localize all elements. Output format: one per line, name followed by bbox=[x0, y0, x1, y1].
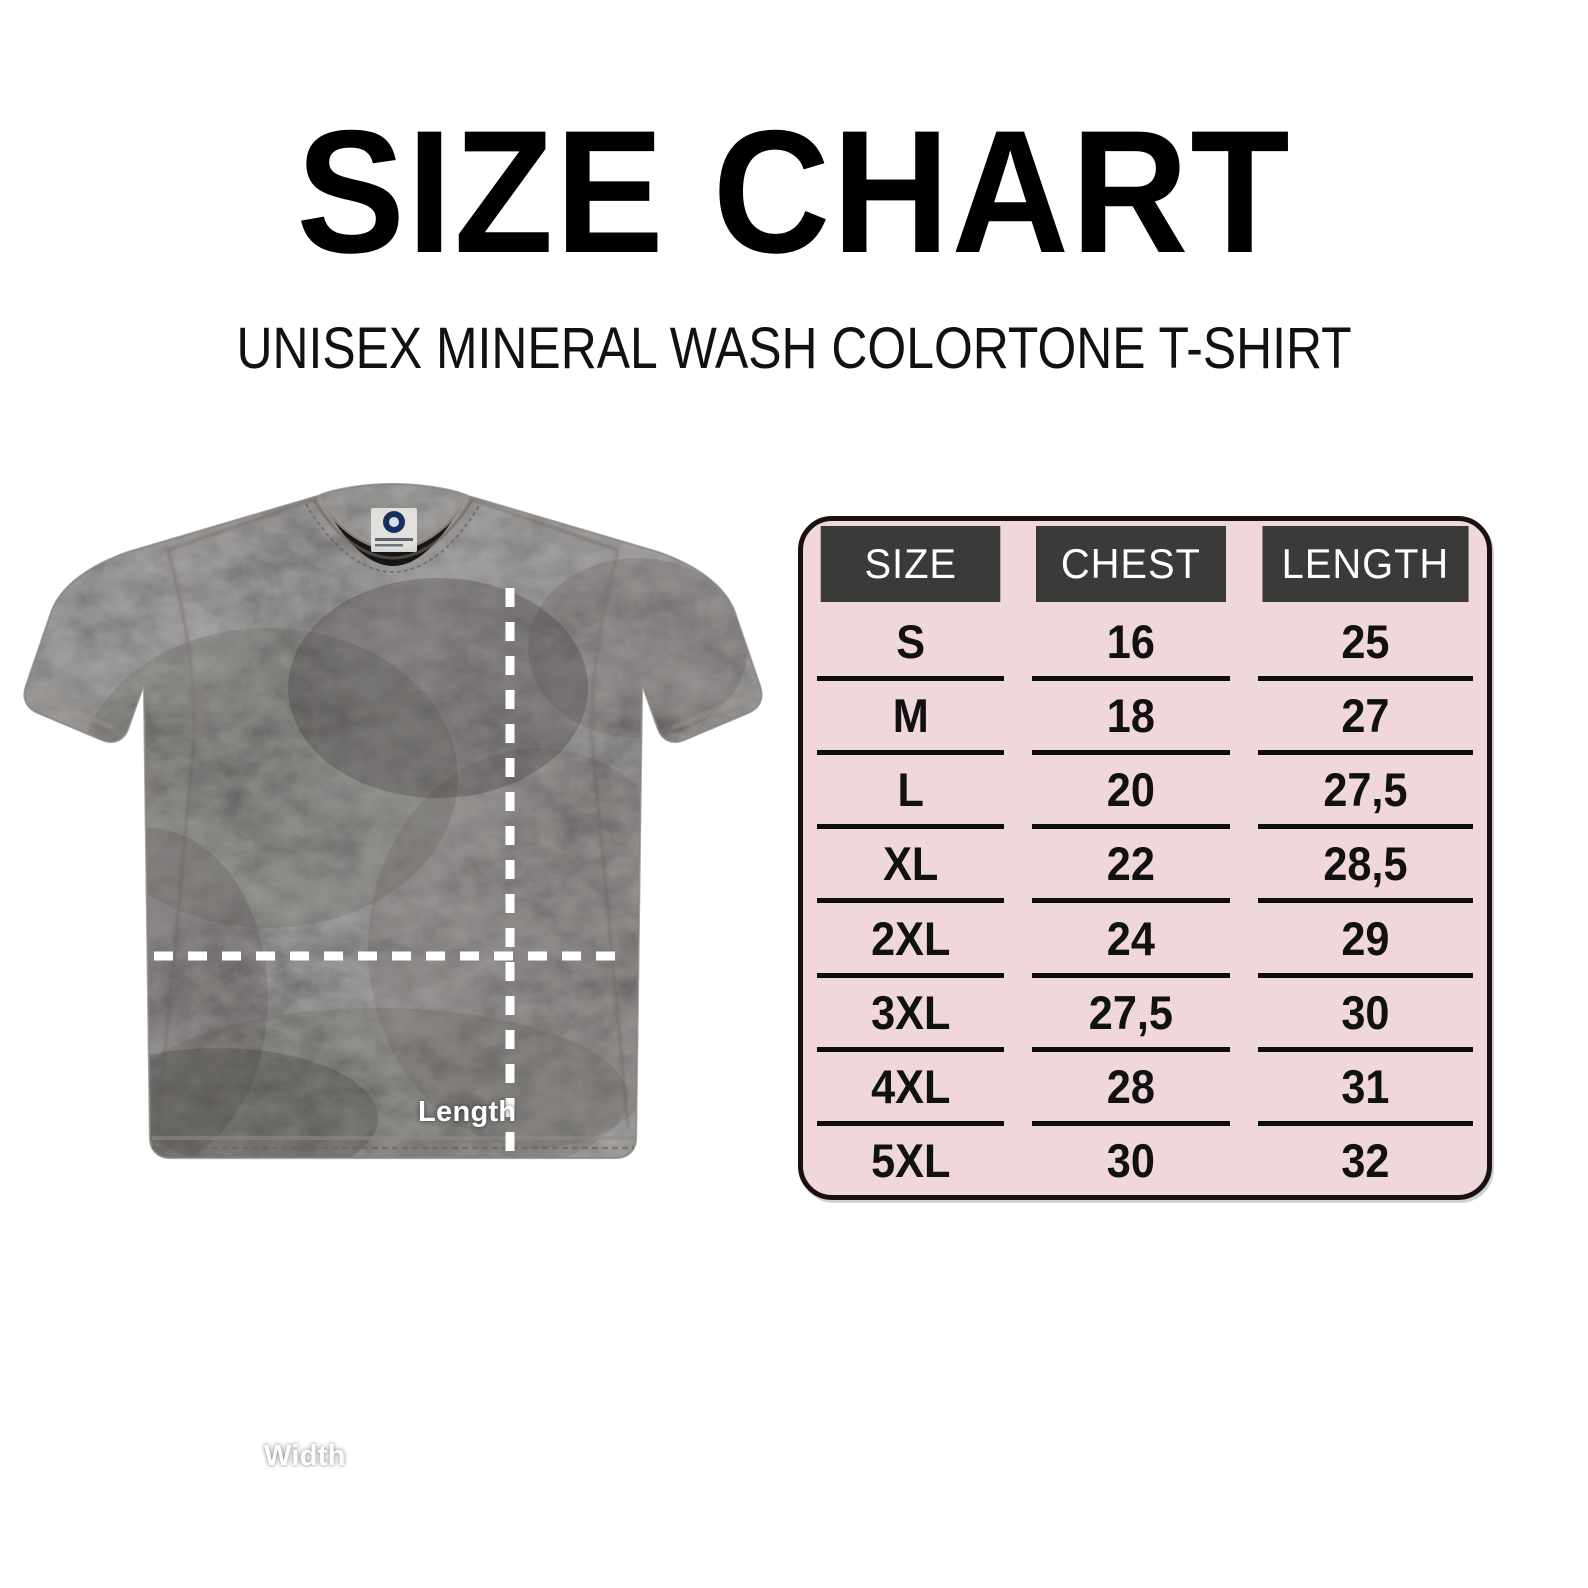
cell-size: 3XL bbox=[803, 975, 1018, 1049]
table-row: M 18 27 bbox=[803, 678, 1487, 752]
table-header-row: SIZE CHEST LENGTH bbox=[803, 521, 1487, 607]
cell-length: 32 bbox=[1244, 1123, 1487, 1195]
garment-figure-panel: Length Width bbox=[18, 478, 768, 1472]
size-table-header: SIZE CHEST LENGTH bbox=[803, 521, 1487, 607]
column-header-size: SIZE bbox=[803, 521, 1018, 607]
cell-chest: 30 bbox=[1018, 1123, 1244, 1195]
cell-chest: 16 bbox=[1107, 614, 1156, 668]
column-header-length-label: LENGTH bbox=[1262, 526, 1469, 602]
t-shirt-illustration bbox=[23, 482, 763, 1164]
cell-length: 31 bbox=[1244, 1049, 1487, 1123]
cell-chest: 27,5 bbox=[1018, 975, 1244, 1049]
table-row: S 16 25 bbox=[803, 607, 1487, 678]
cell-size: M bbox=[803, 678, 1018, 752]
size-table-body: S 16 25 M 18 27 L 20 27,5 XL 22 28,5 2XL bbox=[803, 607, 1487, 1195]
cell-length: 28,5 bbox=[1244, 826, 1487, 901]
cell-length: 30 bbox=[1244, 975, 1487, 1049]
table-row: 3XL 27,5 30 bbox=[803, 975, 1487, 1049]
cell-size: 2XL bbox=[803, 900, 1018, 975]
cell-size: 4XL bbox=[803, 1049, 1018, 1123]
cell-size: S bbox=[896, 614, 926, 668]
page-subtitle: UNISEX MINERAL WASH COLORTONE T-SHIRT bbox=[236, 316, 1352, 381]
table-row: 2XL 24 29 bbox=[803, 900, 1487, 975]
cell-length: 29 bbox=[1244, 900, 1487, 975]
size-table-panel: SIZE CHEST LENGTH S 16 25 M 18 27 bbox=[798, 516, 1492, 1200]
width-measure-label: Width bbox=[264, 1440, 346, 1472]
shirt-body bbox=[24, 484, 762, 1158]
cell-chest: 18 bbox=[1018, 678, 1244, 752]
cell-chest: 22 bbox=[1018, 826, 1244, 901]
cell-size: L bbox=[803, 752, 1018, 827]
table-row: 5XL 30 32 bbox=[803, 1123, 1487, 1195]
cell-chest: 28 bbox=[1018, 1049, 1244, 1123]
column-header-chest-label: CHEST bbox=[1036, 526, 1227, 602]
page-title: SIZE CHART bbox=[296, 95, 1292, 290]
column-header-size-label: SIZE bbox=[820, 526, 1001, 602]
shirt-outline bbox=[23, 482, 763, 1160]
column-header-chest: CHEST bbox=[1018, 521, 1244, 607]
cell-chest: 24 bbox=[1018, 900, 1244, 975]
cell-chest: 20 bbox=[1018, 752, 1244, 827]
page-header: SIZE CHART UNISEX MINERAL WASH COLORTONE… bbox=[0, 0, 1588, 380]
shirt-seams bbox=[35, 496, 751, 1129]
shirt-hem bbox=[152, 1136, 634, 1150]
table-row: XL 22 28,5 bbox=[803, 826, 1487, 901]
cell-length: 27 bbox=[1244, 678, 1487, 752]
cell-length: 27,5 bbox=[1244, 752, 1487, 827]
table-row: L 20 27,5 bbox=[803, 752, 1487, 827]
table-row: 4XL 28 31 bbox=[803, 1049, 1487, 1123]
neck-label-icon bbox=[371, 508, 417, 552]
cell-length: 25 bbox=[1341, 614, 1390, 668]
size-table: SIZE CHEST LENGTH S 16 25 M 18 27 bbox=[803, 521, 1487, 1195]
cell-size: 5XL bbox=[803, 1123, 1018, 1195]
column-header-length: LENGTH bbox=[1244, 521, 1487, 607]
cell-size: XL bbox=[803, 826, 1018, 901]
